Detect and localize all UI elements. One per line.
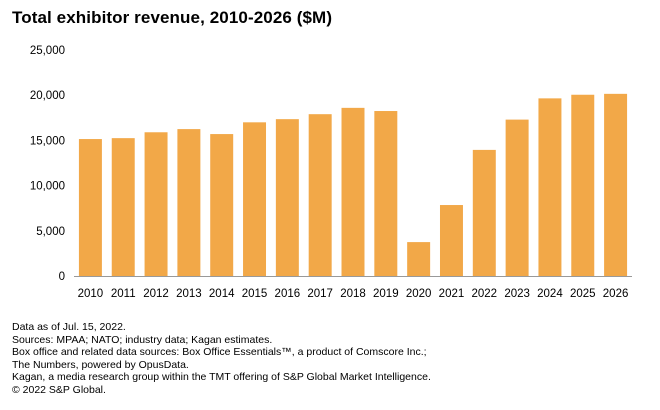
bar-2022 bbox=[472, 149, 496, 276]
x-tick-label: 2011 bbox=[111, 288, 136, 300]
bar-2020 bbox=[407, 242, 431, 276]
bar-2017 bbox=[308, 114, 332, 277]
x-axis: 2010 2011 2012 2013 2014 2015 2016 2017 2018 2019… bbox=[78, 288, 629, 300]
note-copyright: © 2022 S&P Global. bbox=[12, 383, 106, 396]
bar-2021 bbox=[439, 205, 463, 276]
chart-title: Total exhibitor revenue, 2010-2026 ($M) bbox=[12, 8, 333, 27]
x-tick-label: 2015 bbox=[242, 288, 268, 300]
x-tick-label: 2025 bbox=[570, 288, 596, 300]
y-axis: 0 5,000 10,000 15,000 20,000 25,000 bbox=[30, 45, 65, 283]
x-tick-label: 2019 bbox=[373, 288, 399, 300]
note-kagan: Kagan, a media research group within the… bbox=[12, 371, 431, 383]
x-tick-label: 2010 bbox=[78, 288, 104, 300]
y-tick-label: 20,000 bbox=[30, 90, 65, 102]
x-tick-label: 2022 bbox=[471, 288, 497, 300]
x-tick-label: 2020 bbox=[406, 288, 432, 300]
bar-2015 bbox=[243, 122, 267, 276]
note-data-date: Data as of Jul. 15, 2022. bbox=[12, 321, 126, 333]
bars bbox=[78, 93, 628, 277]
bar-2025 bbox=[571, 94, 595, 276]
note-the-numbers: The Numbers, powered by OpusData. bbox=[12, 358, 189, 371]
y-tick-label: 5,000 bbox=[36, 226, 65, 238]
x-tick-label: 2016 bbox=[275, 288, 301, 300]
source-notes: Data as of Jul. 15, 2022. Sources: MPAA;… bbox=[12, 321, 431, 396]
x-tick-label: 2018 bbox=[340, 288, 366, 300]
x-tick-label: 2012 bbox=[143, 288, 169, 300]
note-box-office-sources: Box office and related data sources: Box… bbox=[12, 346, 427, 358]
x-tick-label: 2014 bbox=[209, 288, 235, 300]
bar-2026 bbox=[604, 93, 628, 277]
x-tick-label: 2017 bbox=[307, 288, 333, 300]
y-tick-label: 0 bbox=[59, 271, 65, 283]
y-tick-label: 25,000 bbox=[30, 45, 65, 57]
bar-2013 bbox=[177, 129, 201, 276]
bar-2019 bbox=[374, 111, 398, 277]
x-tick-label: 2021 bbox=[439, 288, 465, 300]
bar-2012 bbox=[144, 132, 168, 276]
x-tick-label: 2013 bbox=[176, 288, 202, 300]
x-tick-label: 2026 bbox=[603, 288, 629, 300]
x-tick-label: 2023 bbox=[504, 288, 530, 300]
y-tick-label: 10,000 bbox=[30, 181, 65, 193]
bar-2023 bbox=[505, 119, 529, 276]
bar-2018 bbox=[341, 107, 365, 276]
y-tick-label: 15,000 bbox=[30, 135, 65, 147]
bar-2014 bbox=[210, 134, 234, 276]
x-tick-label: 2024 bbox=[537, 288, 563, 300]
bar-2011 bbox=[111, 138, 135, 276]
bar-2016 bbox=[275, 119, 299, 276]
bar-2010 bbox=[78, 139, 102, 276]
note-sources: Sources: MPAA; NATO; industry data; Kaga… bbox=[12, 333, 273, 346]
bar-2024 bbox=[538, 98, 562, 276]
